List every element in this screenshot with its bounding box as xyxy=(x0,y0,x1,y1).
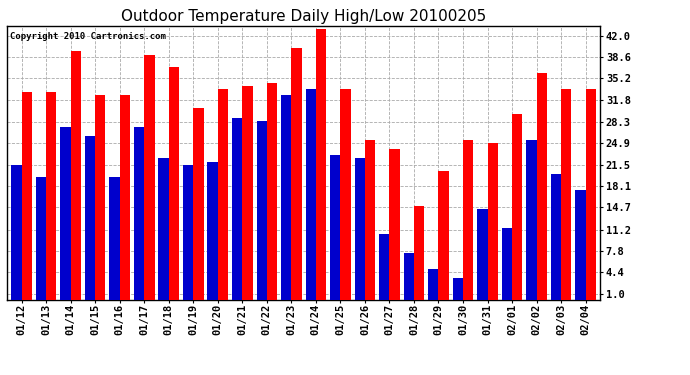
Bar xyxy=(488,142,497,300)
Bar xyxy=(119,96,130,300)
Bar xyxy=(355,158,365,300)
Bar xyxy=(60,127,70,300)
Bar xyxy=(134,127,144,300)
Bar xyxy=(183,165,193,300)
Bar xyxy=(169,67,179,300)
Bar xyxy=(85,136,95,300)
Bar xyxy=(428,268,438,300)
Bar xyxy=(232,117,242,300)
Bar xyxy=(316,29,326,300)
Bar xyxy=(404,253,414,300)
Bar xyxy=(477,209,488,300)
Bar xyxy=(414,206,424,300)
Bar xyxy=(453,278,463,300)
Bar xyxy=(379,234,389,300)
Bar xyxy=(389,149,400,300)
Bar xyxy=(575,190,586,300)
Bar xyxy=(21,92,32,300)
Bar xyxy=(438,171,449,300)
Bar xyxy=(281,96,291,300)
Bar xyxy=(267,83,277,300)
Bar xyxy=(365,140,375,300)
Bar xyxy=(257,121,267,300)
Bar xyxy=(36,177,46,300)
Bar xyxy=(291,48,302,300)
Bar xyxy=(586,89,596,300)
Bar xyxy=(463,140,473,300)
Bar xyxy=(537,74,547,300)
Title: Outdoor Temperature Daily High/Low 20100205: Outdoor Temperature Daily High/Low 20100… xyxy=(121,9,486,24)
Bar xyxy=(218,89,228,300)
Bar xyxy=(551,174,561,300)
Bar xyxy=(159,158,169,300)
Bar xyxy=(340,89,351,300)
Bar xyxy=(110,177,119,300)
Bar xyxy=(46,92,57,300)
Bar xyxy=(193,108,204,300)
Bar xyxy=(70,51,81,300)
Bar xyxy=(526,140,537,300)
Text: Copyright 2010 Cartronics.com: Copyright 2010 Cartronics.com xyxy=(10,32,166,41)
Bar xyxy=(330,155,340,300)
Bar xyxy=(11,165,21,300)
Bar xyxy=(95,96,106,300)
Bar xyxy=(242,86,253,300)
Bar xyxy=(561,89,571,300)
Bar xyxy=(502,228,512,300)
Bar xyxy=(144,55,155,300)
Bar xyxy=(208,162,218,300)
Bar xyxy=(306,89,316,300)
Bar xyxy=(512,114,522,300)
